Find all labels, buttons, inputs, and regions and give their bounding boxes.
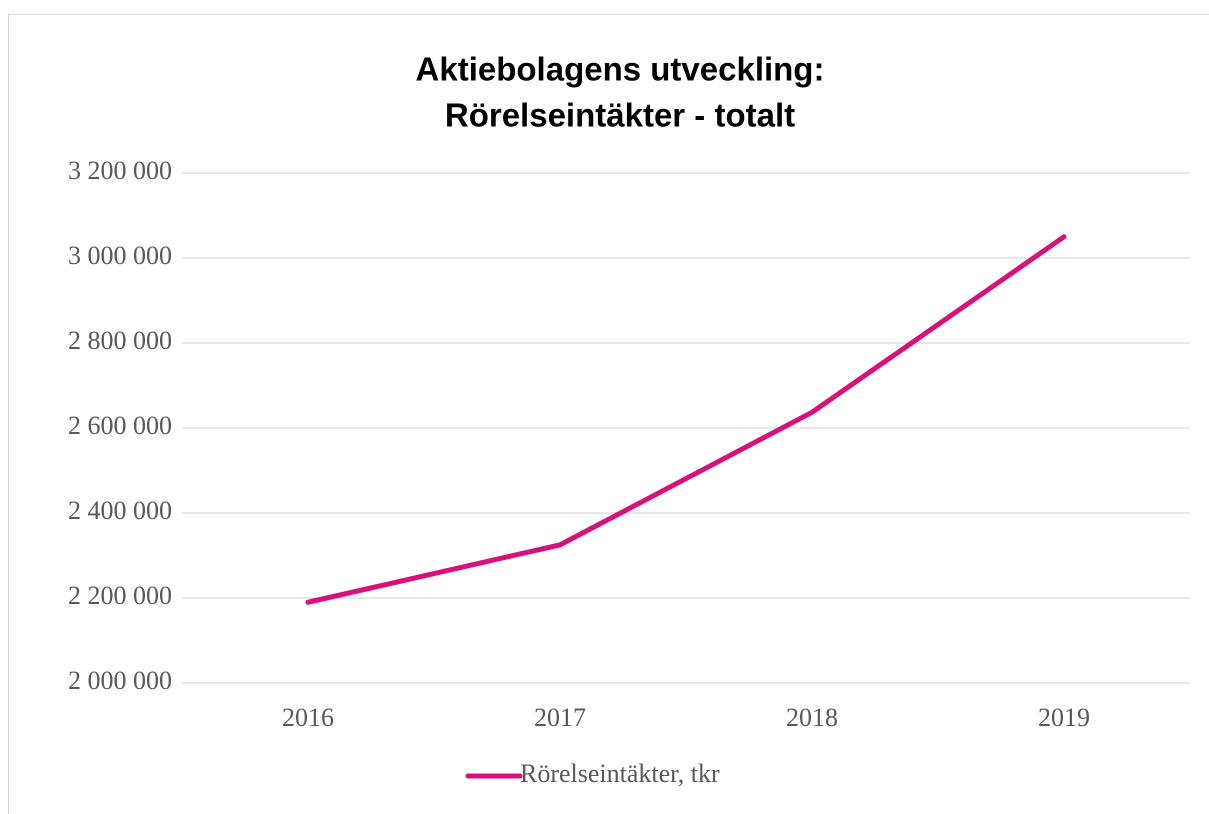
x-tick-label: 2018 — [786, 703, 838, 732]
chart-title: Aktiebolagens utveckling: — [416, 51, 825, 88]
y-tick-label: 2 400 000 — [68, 496, 172, 525]
y-tick-label: 2 600 000 — [68, 411, 172, 440]
y-tick-label: 2 000 000 — [68, 666, 172, 695]
x-tick-label: 2017 — [534, 703, 586, 732]
y-tick-label: 3 000 000 — [68, 241, 172, 270]
y-tick-label: 2 200 000 — [68, 581, 172, 610]
data-line — [305, 234, 1067, 605]
chart-title: Rörelseintäkter - totalt — [445, 97, 795, 134]
y-tick-label: 2 800 000 — [68, 326, 172, 355]
x-tick-label: 2016 — [282, 703, 334, 732]
x-tick-label: 2019 — [1038, 703, 1090, 732]
legend-label: Rörelseintäkter, tkr — [520, 759, 720, 788]
chart-border — [8, 14, 1209, 814]
y-tick-label: 3 200 000 — [68, 156, 172, 185]
